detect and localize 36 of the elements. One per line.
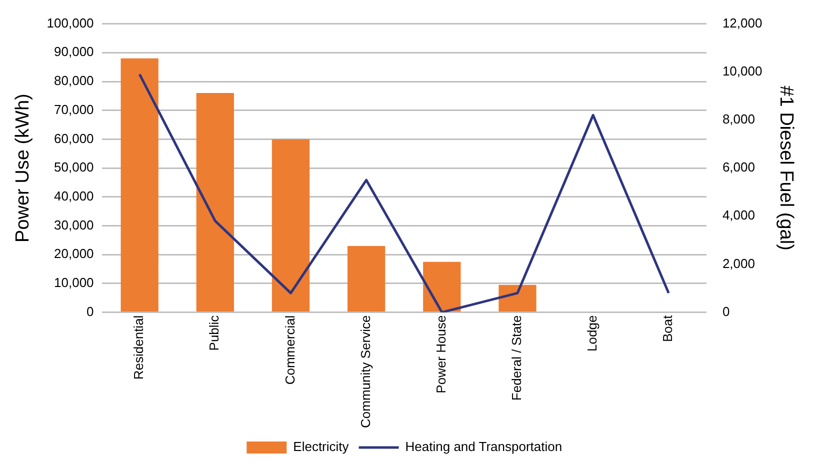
y-tick-label: 70,000 xyxy=(54,102,94,117)
y-tick-label: 10,000 xyxy=(54,275,94,290)
y-tick-label: 50,000 xyxy=(54,160,94,175)
y-tick-label: 100,000 xyxy=(46,15,94,30)
y-tick-label: 0 xyxy=(86,304,94,319)
legend-label: Heating and Transportation xyxy=(405,439,562,454)
y2-tick-label: 10,000 xyxy=(722,63,762,78)
x-tick-label: Federal / State xyxy=(509,315,524,401)
y-axis-title: Power Use (kWh) xyxy=(12,94,34,242)
x-tick-label: Boat xyxy=(660,314,676,342)
y2-tick-label: 2,000 xyxy=(722,256,755,271)
x-tick-label: Community Service xyxy=(358,315,373,428)
y-tick-label: 60,000 xyxy=(54,130,94,146)
bar xyxy=(272,139,310,312)
y-tick-label: 40,000 xyxy=(54,188,94,204)
y-tick-label: 30,000 xyxy=(54,217,94,232)
y-tick-label: 90,000 xyxy=(54,44,94,60)
x-tick-label: Public xyxy=(206,314,222,351)
x-tick-label: Residential xyxy=(131,315,146,380)
y2-tick-label: 8,000 xyxy=(722,112,755,127)
y2-tick-label: 6,000 xyxy=(722,160,755,175)
x-tick-label: Lodge xyxy=(584,315,600,352)
bar xyxy=(498,284,536,312)
y-tick-label: 80,000 xyxy=(54,73,94,88)
x-tick-label: Power House xyxy=(433,315,448,394)
bar xyxy=(196,93,234,312)
y2-tick-label: 12,000 xyxy=(722,15,762,30)
bar xyxy=(120,58,158,312)
y2-tick-label: 4,000 xyxy=(722,208,755,223)
y-tick-label: 20,000 xyxy=(54,246,94,262)
y2-axis-title: #1 Diesel Fuel (gal) xyxy=(775,86,796,250)
legend-label: Electricity xyxy=(293,439,350,454)
y2-tick-label: 0 xyxy=(722,304,730,319)
bar xyxy=(348,246,386,312)
bar xyxy=(423,262,461,312)
x-tick-label: Commercial xyxy=(282,315,298,385)
